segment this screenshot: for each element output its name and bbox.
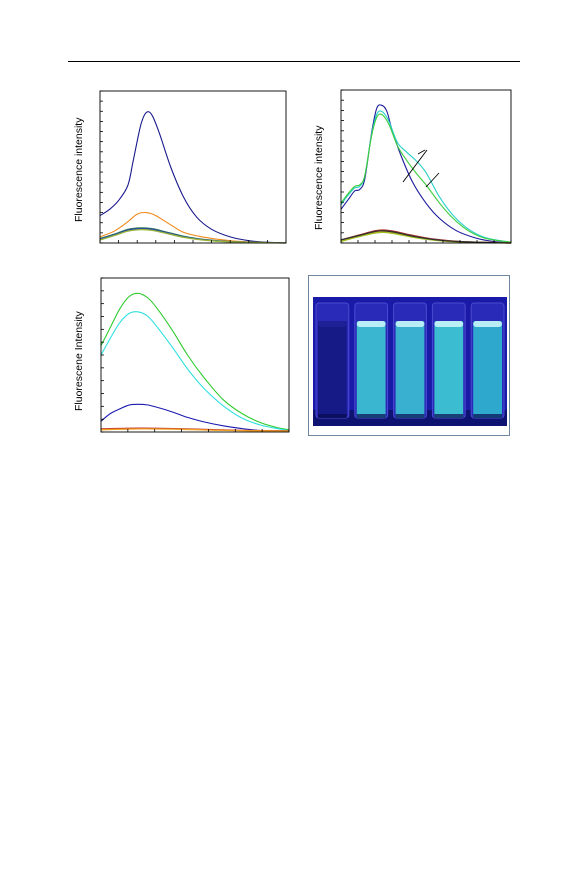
chart-3-series-5-line: [100, 428, 290, 432]
cuvette-liquid: [473, 321, 502, 418]
chart-2-arrow-marker: [417, 149, 426, 155]
chart-1-series-1-line: [99, 111, 287, 244]
cuvette-liquid: [395, 321, 425, 418]
cuvette-liquid: [318, 321, 347, 418]
cuvette-meniscus: [356, 321, 386, 327]
cuvette-meniscus: [473, 321, 502, 327]
chart-2-series-1-line: [340, 104, 512, 244]
chart-2-series-2-line: [340, 110, 512, 243]
cuvette-bottom: [395, 414, 425, 418]
chart-1-series-2-line: [99, 211, 287, 244]
chart-3-series-1-line: [100, 292, 290, 431]
chart-2-ylabel: Fluorescence intensity: [313, 125, 325, 230]
cuvette-photo-frame: [308, 275, 510, 436]
chart-3-plot: [100, 277, 290, 433]
chart-1-ylabel: Fluorescence intensity: [73, 117, 85, 222]
chart-3-series-2-line: [100, 311, 290, 432]
chart-3-frame: [100, 277, 290, 433]
cuvette-meniscus: [318, 321, 347, 327]
chart-2-arrow-marker: [425, 172, 440, 188]
chart-2-series-3-line: [340, 113, 512, 243]
cuvette-bottom: [473, 414, 502, 418]
chart-1-frame: [99, 90, 287, 244]
chart-1-series-5-line: [99, 228, 287, 244]
header-rule: [68, 61, 520, 62]
chart-2-plot: [340, 89, 512, 244]
chart-3-ylabel: Fluorescene Intensity: [73, 311, 85, 411]
cuvette-meniscus: [395, 321, 425, 327]
chart-2-arrow-marker: [402, 149, 428, 183]
chart-3-series-3-line: [100, 403, 290, 432]
chart-2-series-7-line: [340, 230, 512, 244]
cuvette-bottom: [434, 414, 464, 418]
cuvette-liquid: [356, 321, 386, 418]
cuvette-liquid: [434, 321, 464, 418]
cuvette-meniscus: [434, 321, 464, 327]
cuvette-photo: [313, 297, 507, 426]
chart-1-plot: [99, 90, 287, 244]
cuvette-bottom: [356, 414, 386, 418]
cuvette-bottom: [318, 414, 347, 418]
